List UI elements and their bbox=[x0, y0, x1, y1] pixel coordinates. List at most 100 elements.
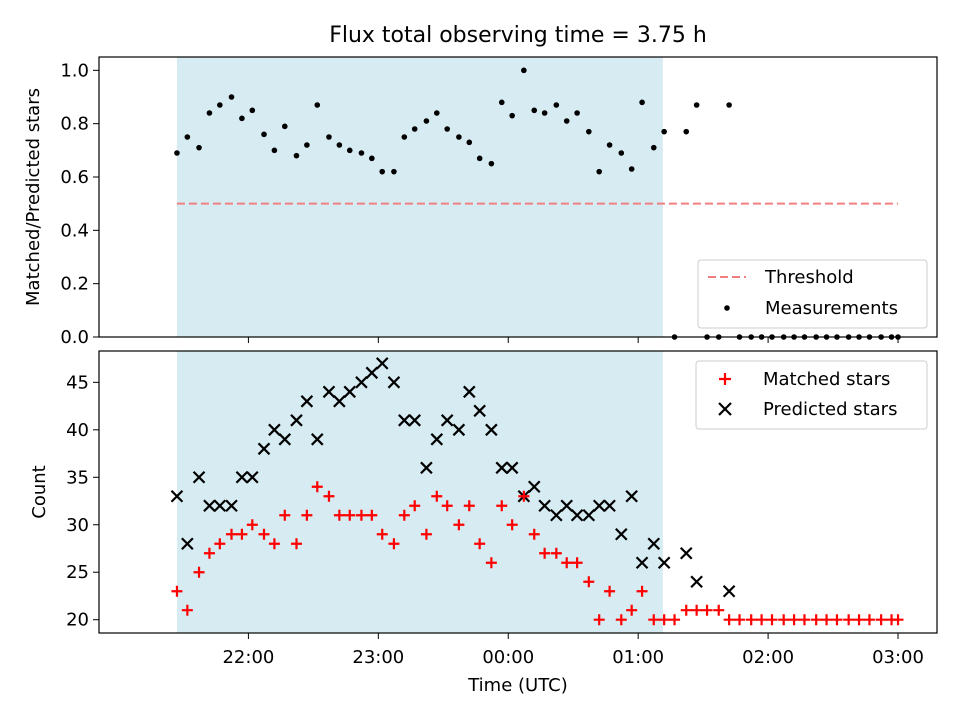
predicted-star-marker bbox=[430, 433, 444, 446]
legend-predicted-label: Predicted stars bbox=[763, 399, 897, 420]
top-legend-box bbox=[697, 259, 928, 329]
observing-window-shade bbox=[176, 351, 663, 633]
y-tick-label: 0.2 bbox=[60, 274, 89, 295]
matched-star-marker bbox=[268, 538, 280, 550]
measurement-point bbox=[174, 150, 180, 156]
measurement-point bbox=[293, 152, 300, 159]
predicted-star-marker bbox=[625, 489, 638, 503]
matched-star-marker bbox=[279, 509, 291, 521]
matched-star-marker bbox=[766, 614, 778, 626]
bottom-panel: 20 25 30 35 40 45 22:00 23:00 00:00 01:00 02:00 03… bbox=[29, 350, 938, 696]
matched-star-marker bbox=[843, 614, 855, 626]
predicted-star-marker bbox=[570, 508, 584, 522]
measurement-point bbox=[401, 134, 408, 140]
y-tick-label: 35 bbox=[66, 467, 89, 488]
predicted-star-marker bbox=[527, 480, 541, 494]
matched-star-marker bbox=[398, 509, 410, 521]
measurement-point bbox=[574, 110, 580, 116]
matched-star-marker bbox=[788, 614, 800, 626]
y-tick-label: 25 bbox=[66, 562, 89, 583]
matched-star-marker bbox=[561, 557, 573, 569]
matched-star-marker bbox=[583, 576, 595, 588]
measurement-point bbox=[693, 102, 700, 108]
predicted-stars-series bbox=[170, 357, 736, 598]
matched-star-marker bbox=[323, 490, 335, 502]
matched-stars-series bbox=[171, 481, 904, 626]
top-plot-frame bbox=[98, 56, 938, 338]
predicted-star-marker bbox=[387, 376, 401, 389]
matched-star-marker bbox=[701, 604, 713, 616]
matched-star-marker bbox=[431, 490, 443, 502]
matched-star-marker bbox=[734, 614, 746, 626]
predicted-star-marker bbox=[582, 508, 596, 522]
measurement-point bbox=[304, 142, 310, 148]
top-x-ticks bbox=[247, 337, 899, 343]
predicted-star-marker bbox=[420, 461, 433, 475]
top-panel: 0.0 0.2 0.4 0.6 0.8 1.0 Matched/Predicted sta… bbox=[23, 56, 938, 348]
matched-star-marker bbox=[550, 547, 562, 559]
top-y-axis-label: Matched/Predicted stars bbox=[23, 88, 44, 306]
measurement-point bbox=[726, 102, 732, 108]
bottom-y-axis: 20 25 30 35 40 45 bbox=[66, 372, 99, 631]
bottom-legend-box bbox=[695, 360, 928, 430]
matched-star-marker bbox=[853, 614, 865, 626]
matched-star-marker bbox=[863, 614, 875, 626]
top-observing-window bbox=[176, 57, 663, 337]
predicted-star-marker bbox=[690, 575, 703, 589]
y-tick-label: 0.0 bbox=[60, 327, 89, 348]
measurement-point bbox=[531, 107, 538, 114]
measurement-point bbox=[239, 115, 245, 122]
measurement-point bbox=[596, 168, 603, 175]
predicted-star-marker bbox=[408, 414, 421, 427]
measurement-point bbox=[476, 155, 483, 162]
matched-star-marker bbox=[388, 538, 400, 550]
x-tick-label: 00:00 bbox=[482, 647, 534, 668]
measurement-point bbox=[228, 94, 235, 100]
measurement-point bbox=[683, 128, 690, 135]
measurement-point bbox=[466, 139, 473, 146]
predicted-star-marker bbox=[463, 385, 476, 399]
matched-star-marker bbox=[506, 519, 518, 531]
matched-star-marker bbox=[669, 614, 681, 626]
predicted-star-marker bbox=[181, 537, 194, 551]
legend-measurements-swatch bbox=[724, 305, 730, 311]
predicted-star-marker bbox=[213, 499, 227, 513]
predicted-star-marker bbox=[375, 357, 389, 370]
measurement-point bbox=[553, 102, 560, 108]
legend-predicted-swatch bbox=[718, 402, 732, 416]
measurement-point bbox=[314, 102, 321, 108]
matched-star-marker bbox=[214, 538, 226, 550]
predicted-star-marker bbox=[603, 499, 616, 513]
matched-star-marker bbox=[604, 585, 616, 597]
matched-star-marker bbox=[810, 614, 822, 626]
matched-star-marker bbox=[691, 604, 703, 616]
predicted-star-marker bbox=[235, 471, 249, 484]
matched-star-marker bbox=[485, 557, 497, 569]
predicted-star-marker bbox=[679, 546, 693, 560]
matched-star-marker bbox=[892, 614, 904, 626]
matched-star-marker bbox=[615, 614, 627, 626]
y-tick-label: 45 bbox=[66, 372, 89, 393]
matched-star-marker bbox=[344, 509, 356, 521]
measurements-series bbox=[174, 67, 901, 340]
predicted-star-marker bbox=[355, 376, 368, 389]
matched-star-marker bbox=[355, 509, 367, 521]
matched-star-marker bbox=[571, 557, 583, 569]
measurement-point bbox=[184, 134, 191, 140]
measurement-point bbox=[249, 107, 256, 114]
matched-star-marker bbox=[301, 509, 313, 521]
predicted-star-marker bbox=[278, 433, 292, 446]
measurement-point bbox=[326, 134, 332, 140]
measurement-point bbox=[369, 155, 375, 162]
bottom-observing-window bbox=[176, 351, 663, 633]
matched-star-marker bbox=[496, 500, 508, 512]
measurement-point bbox=[498, 99, 505, 106]
legend-matched-swatch bbox=[719, 373, 731, 385]
chart-title: Flux total observing time = 3.75 h bbox=[329, 23, 707, 48]
y-tick-label: 0.6 bbox=[60, 167, 89, 188]
predicted-star-marker bbox=[452, 423, 466, 437]
matched-star-marker bbox=[648, 614, 660, 626]
predicted-star-marker bbox=[170, 489, 184, 503]
matched-star-marker bbox=[626, 604, 638, 616]
measurement-point bbox=[346, 147, 353, 154]
